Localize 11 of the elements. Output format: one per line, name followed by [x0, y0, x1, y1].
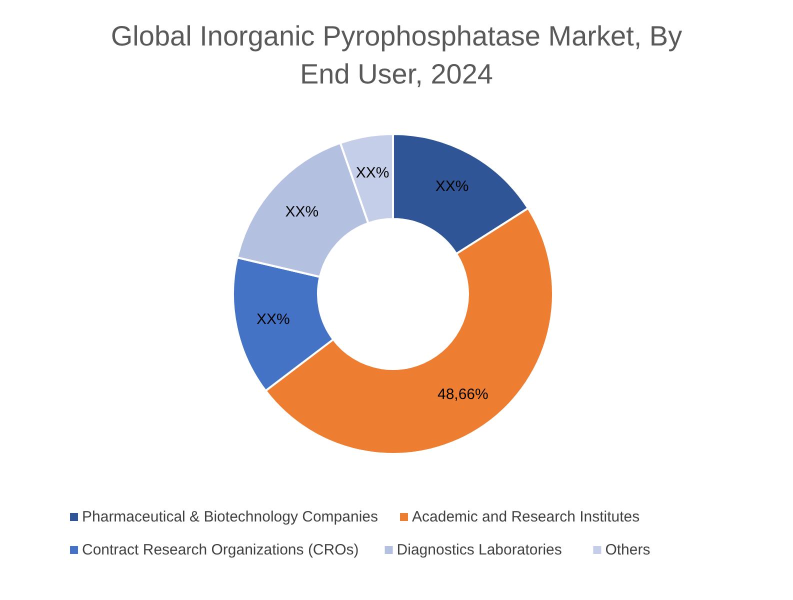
legend-label: Academic and Research Institutes: [412, 508, 640, 526]
legend-label: Others: [605, 542, 650, 558]
data-label: 48,66%: [437, 386, 488, 404]
legend-label: Pharmaceutical & Biotechnology Companies: [82, 508, 378, 526]
legend-label: Diagnostics Laboratories: [396, 542, 562, 558]
data-label: XX%: [256, 311, 290, 328]
data-label: XX%: [285, 204, 319, 221]
legend-label: Contract Research Organizations (CROs): [82, 542, 359, 558]
chart-title: Global Inorganic Pyrophosphatase Market, By End User, 2024: [110, 20, 682, 90]
data-label: XX%: [435, 178, 469, 196]
data-label: XX%: [356, 164, 390, 182]
